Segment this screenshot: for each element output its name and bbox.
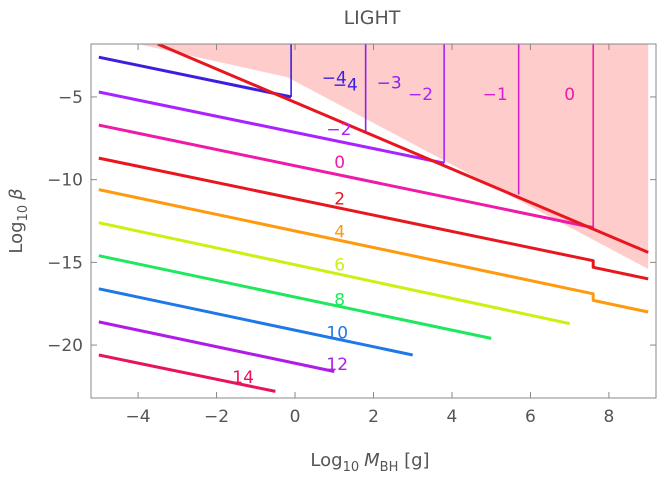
y-axis-title: Log10 β: [6, 188, 31, 253]
x-tick-label: 0: [290, 407, 301, 427]
series-label: 12: [326, 355, 348, 375]
x-axis-title-base: 10: [343, 460, 360, 475]
x-axis-title-var: M: [364, 450, 380, 471]
y-tick-label: −15: [47, 253, 83, 273]
x-tick-label: −4: [126, 407, 151, 427]
x-axis-title: Log10 MBH [g]: [310, 450, 429, 475]
vertical-marker-label: 0: [564, 85, 575, 105]
series-label: 2: [334, 189, 345, 209]
vertical-marker-label: −3: [377, 74, 402, 94]
series-label: 0: [334, 153, 345, 173]
y-axis-title-log: Log: [6, 221, 27, 253]
x-tick-label: 8: [604, 407, 615, 427]
x-tick-label: 2: [368, 407, 379, 427]
x-tick-label: 6: [525, 407, 536, 427]
y-tick-label: −10: [47, 171, 83, 191]
series-line: [98, 90, 445, 165]
shaded-region: [91, 44, 649, 269]
x-tick-label: 4: [447, 407, 458, 427]
series-label: 6: [334, 256, 345, 276]
x-axis-title-unit: [g]: [398, 450, 429, 471]
y-axis-title-var: β: [6, 188, 27, 201]
series-line: [98, 188, 649, 314]
series-label: 8: [334, 290, 345, 310]
series-line: [98, 320, 335, 373]
series-line: [98, 55, 292, 99]
series-line: [98, 123, 594, 230]
series-line: [98, 353, 276, 393]
series-line: [98, 287, 414, 357]
chart-title: LIGHT: [344, 7, 401, 29]
x-axis-title-log: Log: [310, 450, 342, 471]
vertical-marker-label: −2: [408, 85, 433, 105]
x-tick-label: −2: [204, 407, 229, 427]
vertical-marker-label: −1: [483, 85, 508, 105]
y-axis: −5−10−15−20: [47, 88, 656, 356]
series-line: [98, 254, 492, 340]
series-label: 4: [334, 223, 345, 243]
boundary-line: [157, 44, 649, 254]
series-label: −2: [326, 120, 351, 140]
vertical-marker-label: −4: [322, 69, 347, 89]
series-label: −4: [333, 75, 358, 95]
series-line: [98, 156, 649, 281]
x-axis-title-sub: BH: [380, 460, 399, 475]
x-axis: −4 −2 0 2 4 6 8: [126, 44, 615, 427]
plot-area: −4 −2 0 2 4 6 8 10 12 14 −4 −3 −2 −1 0: [91, 44, 649, 393]
y-tick-label: −20: [47, 336, 83, 356]
series-label: 10: [326, 323, 348, 343]
y-tick-label: −5: [58, 88, 83, 108]
y-axis-title-base: 10: [16, 205, 31, 222]
series-line: [98, 221, 571, 326]
series-label: 14: [232, 368, 254, 388]
